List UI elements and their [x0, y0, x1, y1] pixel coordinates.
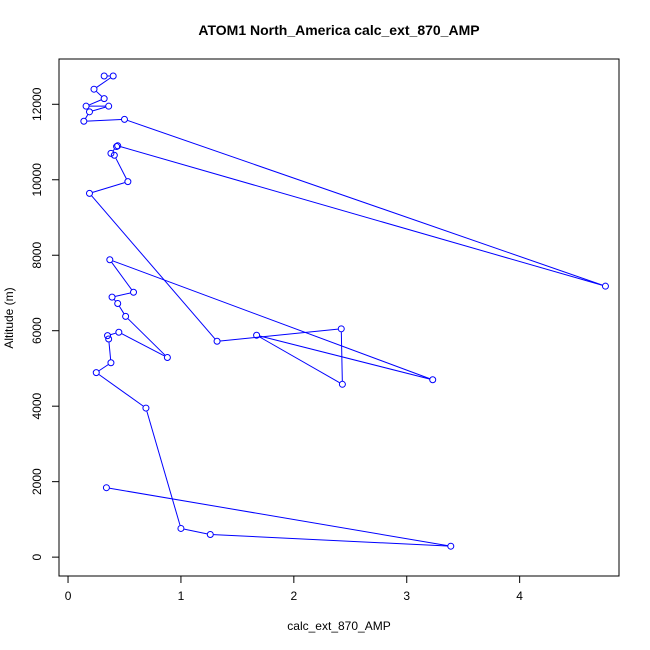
data-point: [177, 524, 185, 532]
series-segment: [110, 332, 116, 336]
data-point: [105, 335, 113, 343]
series-segment: [220, 328, 339, 342]
series-segment: [92, 182, 125, 193]
series-segment: [119, 306, 125, 314]
y-tick-label: 6000: [30, 317, 44, 344]
data-point: [100, 72, 108, 80]
data-point: [447, 542, 455, 550]
series-segment: [92, 106, 106, 112]
series-segment: [115, 292, 131, 297]
data-point: [113, 143, 121, 151]
series-segment: [96, 77, 111, 88]
data-point: [90, 85, 98, 93]
series-segment: [112, 260, 430, 380]
series-lines: [85, 75, 603, 547]
data-point: [142, 404, 150, 412]
data-point: [104, 332, 112, 340]
data-point: [105, 102, 113, 110]
data-point: [206, 530, 214, 538]
series-segment: [88, 99, 102, 106]
y-axis-label: Altitude (m): [2, 287, 16, 348]
y-tick-label: 8000: [30, 242, 44, 269]
data-point: [338, 380, 346, 388]
series-segment: [96, 91, 103, 97]
x-tick-label: 4: [516, 589, 523, 603]
series-segment: [127, 119, 603, 286]
data-point: [102, 484, 110, 492]
x-tick-label: 2: [290, 589, 297, 603]
y-tick-label: 4000: [30, 393, 44, 420]
plot-frame: [58, 58, 620, 577]
series-segment: [85, 114, 89, 119]
series-segment: [113, 299, 116, 302]
x-tick-label: 0: [65, 589, 72, 603]
x-tick-label: 1: [178, 589, 185, 603]
x-axis-label: calc_ext_870_AMP: [287, 619, 390, 633]
series-segment: [121, 333, 165, 357]
data-point: [120, 115, 128, 123]
chart-title: ATOM1 North_America calc_ext_870_AMP: [198, 22, 479, 38]
series-segment: [184, 528, 208, 535]
data-point: [80, 117, 88, 125]
y-tick-label: 0: [30, 553, 44, 560]
series-segment: [87, 119, 122, 122]
series-segment: [112, 148, 115, 152]
data-point: [82, 102, 90, 110]
data-point: [107, 149, 115, 157]
data-point: [114, 300, 122, 308]
data-point: [85, 189, 93, 197]
data-point: [122, 312, 130, 320]
data-point: [337, 325, 345, 333]
series-segment: [259, 335, 430, 380]
data-point: [213, 337, 221, 345]
series-segment: [213, 534, 448, 547]
series-segment: [109, 487, 448, 547]
data-point: [92, 369, 100, 377]
y-tick-label: 12000: [30, 87, 44, 121]
data-point: [115, 328, 123, 336]
data-point: [106, 256, 114, 264]
data-point: [253, 331, 261, 339]
series-segment: [98, 364, 109, 372]
series-segment: [146, 411, 181, 526]
data-point: [85, 108, 93, 116]
x-tick-label: 3: [403, 589, 410, 603]
data-point: [429, 376, 437, 384]
series-segment: [91, 195, 216, 340]
data-point: [114, 142, 122, 150]
data-point: [107, 359, 115, 367]
series-points: [80, 72, 609, 550]
data-point: [130, 288, 138, 296]
series-segment: [120, 146, 603, 286]
data-point: [163, 354, 171, 362]
x-axis: 0 1 2 3 4: [65, 575, 523, 603]
series-segment: [98, 374, 144, 407]
series-segment: [259, 336, 340, 384]
y-axis: 0 2000 4000 6000 8000 10000 12000: [30, 87, 60, 560]
y-tick-label: 2000: [30, 468, 44, 495]
series-segment: [108, 342, 112, 360]
data-point: [100, 95, 108, 103]
data-point: [124, 178, 132, 186]
series-segment: [127, 318, 166, 356]
data-point: [110, 151, 118, 159]
data-point: [109, 72, 117, 80]
data-point: [601, 282, 609, 290]
series-segment: [111, 262, 132, 290]
data-point: [108, 293, 116, 301]
y-tick-label: 10000: [30, 163, 44, 197]
series-segment: [115, 157, 127, 179]
